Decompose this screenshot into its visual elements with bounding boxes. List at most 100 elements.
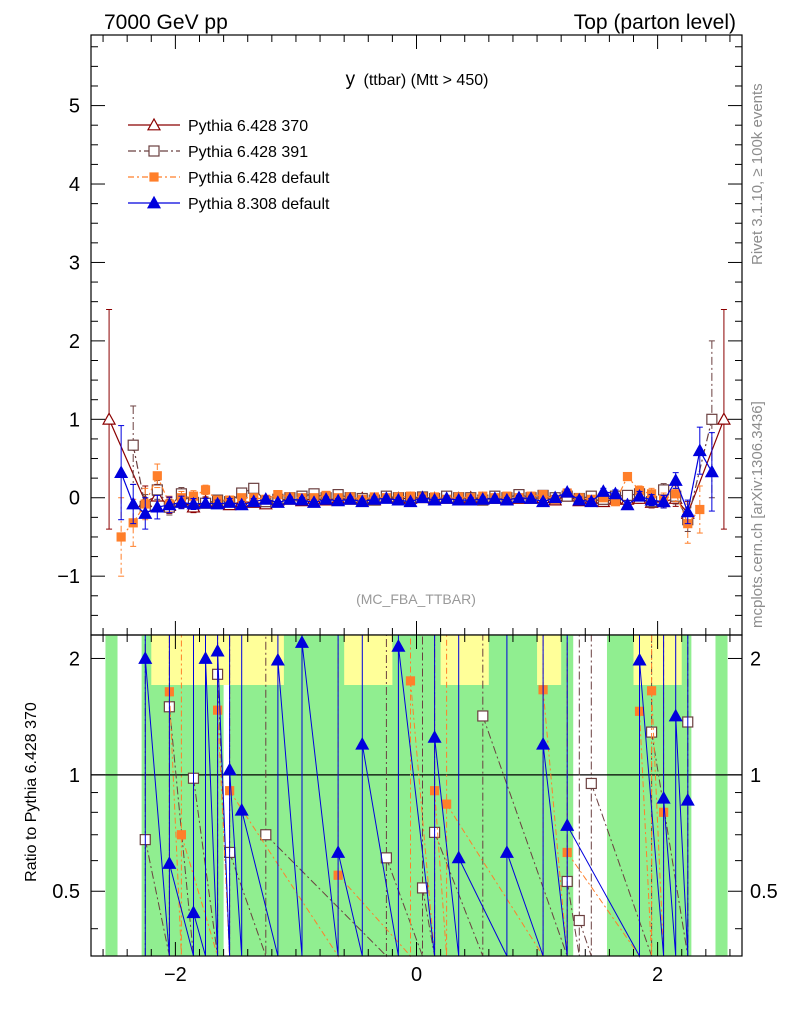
ratio-point: [391, 639, 406, 652]
ratio-point: [355, 737, 370, 750]
ratio-y-tick-label-right: 0.5: [750, 881, 778, 903]
ratio-point: [186, 905, 201, 919]
ratio-point: [234, 803, 249, 816]
data-point: [116, 532, 126, 542]
ratio-point: [138, 651, 153, 664]
analysis-label: (MC_FBA_TTBAR): [356, 591, 476, 607]
ratio-point: [427, 730, 442, 743]
data-point: [186, 496, 201, 510]
data-point: [706, 413, 718, 425]
data-point: [463, 492, 478, 506]
y-tick-label: −1: [57, 566, 80, 588]
ratio-point: [560, 818, 575, 831]
data-point: [695, 504, 705, 515]
ratio-y-tick-label: 0.5: [52, 881, 80, 903]
uncertainty-band-yellow: [537, 635, 562, 685]
data-point: [671, 489, 681, 499]
data-point: [270, 495, 285, 508]
data-point: [331, 493, 346, 507]
ratio-point: [210, 643, 225, 657]
main-plot: −1 0 1 2 3 4 5 y (ttbar) (Mtt > 450) (MC_FBA_T…: [57, 34, 743, 636]
data-point: [151, 484, 163, 496]
collision-label: 7000 GeV pp: [104, 11, 228, 34]
ratio-point: [477, 710, 489, 722]
data-point: [367, 492, 382, 505]
data-point: [355, 494, 370, 508]
data-point: [692, 443, 707, 457]
data-point: [294, 492, 309, 506]
legend: Pythia 6.428 370 Pythia 6.428 391 Pythia 6…: [128, 117, 330, 213]
process-label: Top (parton level): [574, 11, 736, 34]
ratio-y-tick-label: 1: [69, 765, 80, 787]
ratio-point: [176, 830, 187, 840]
data-point: [572, 492, 587, 506]
mcplots-label: mcplots.cern.ch [arXiv:1306.3436]: [749, 401, 766, 628]
data-point: [391, 492, 406, 506]
x-tick-label: 0: [411, 964, 422, 986]
data-point: [403, 494, 418, 508]
plot-title: y (ttbar) (Mtt > 450): [346, 69, 489, 90]
ratio-y-tick-label-right: 2: [750, 648, 761, 670]
ratio-point: [222, 762, 237, 776]
data-point: [499, 492, 514, 506]
data-point: [704, 464, 719, 478]
x-tick-label: −2: [164, 964, 187, 986]
uncertainty-band-green: [141, 635, 224, 956]
ratio-point: [442, 799, 452, 809]
legend-label: Pythia 6.428 default: [188, 170, 330, 187]
data-point: [152, 471, 162, 481]
data-point: [127, 439, 139, 451]
data-point: [536, 494, 551, 508]
legend-marker: [149, 172, 159, 182]
data-point: [246, 494, 261, 508]
uncertainty-band-yellow: [440, 635, 489, 685]
data-point: [126, 496, 141, 510]
data-point: [150, 499, 165, 513]
uncertainty-band-yellow: [344, 635, 393, 685]
data-point: [248, 482, 260, 494]
data-point: [174, 495, 189, 508]
y-tick-label: 2: [69, 331, 80, 353]
ratio-point: [416, 882, 429, 894]
ratio-point: [536, 737, 551, 750]
ratio-point: [260, 829, 272, 841]
plot-title-sub: (ttbar) (Mtt > 450): [364, 72, 489, 89]
data-point: [258, 492, 273, 505]
y-tick-label: 5: [69, 96, 80, 118]
data-point: [632, 488, 647, 502]
ratio-point: [405, 676, 416, 686]
ratio-point: [451, 850, 466, 864]
data-point: [620, 497, 635, 511]
y-tick-label: 4: [69, 174, 80, 196]
data-point: [668, 473, 683, 486]
data-point: [319, 492, 334, 505]
data-point: [716, 412, 731, 425]
data-point: [608, 486, 623, 500]
data-point: [475, 492, 490, 505]
data-point: [200, 485, 211, 495]
data-point: [427, 492, 442, 506]
legend-marker: [146, 117, 162, 131]
ratio-point: [680, 792, 695, 806]
ratio-point: [668, 708, 683, 722]
plot-title-main: y: [346, 69, 356, 90]
data-point: [138, 506, 153, 519]
data-point: [451, 492, 466, 506]
ratio-point: [331, 845, 346, 858]
legend-marker: [146, 195, 162, 209]
legend-label: Pythia 6.428 370: [188, 118, 308, 135]
data-point: [524, 491, 539, 504]
rivet-version-label: Rivet 3.1.10, ≥ 100k events: [749, 83, 766, 265]
ratio-point: [632, 652, 647, 666]
ratio-point: [294, 635, 309, 648]
ratio-point: [656, 791, 671, 804]
data-point: [234, 497, 249, 511]
ratio-point: [646, 686, 657, 696]
data-point: [222, 495, 237, 508]
y-tick-label: 3: [69, 252, 80, 274]
data-point: [680, 504, 695, 518]
ratio-y-tick-label: 2: [69, 648, 80, 670]
ratio-point: [198, 651, 213, 664]
data-point: [114, 465, 129, 479]
